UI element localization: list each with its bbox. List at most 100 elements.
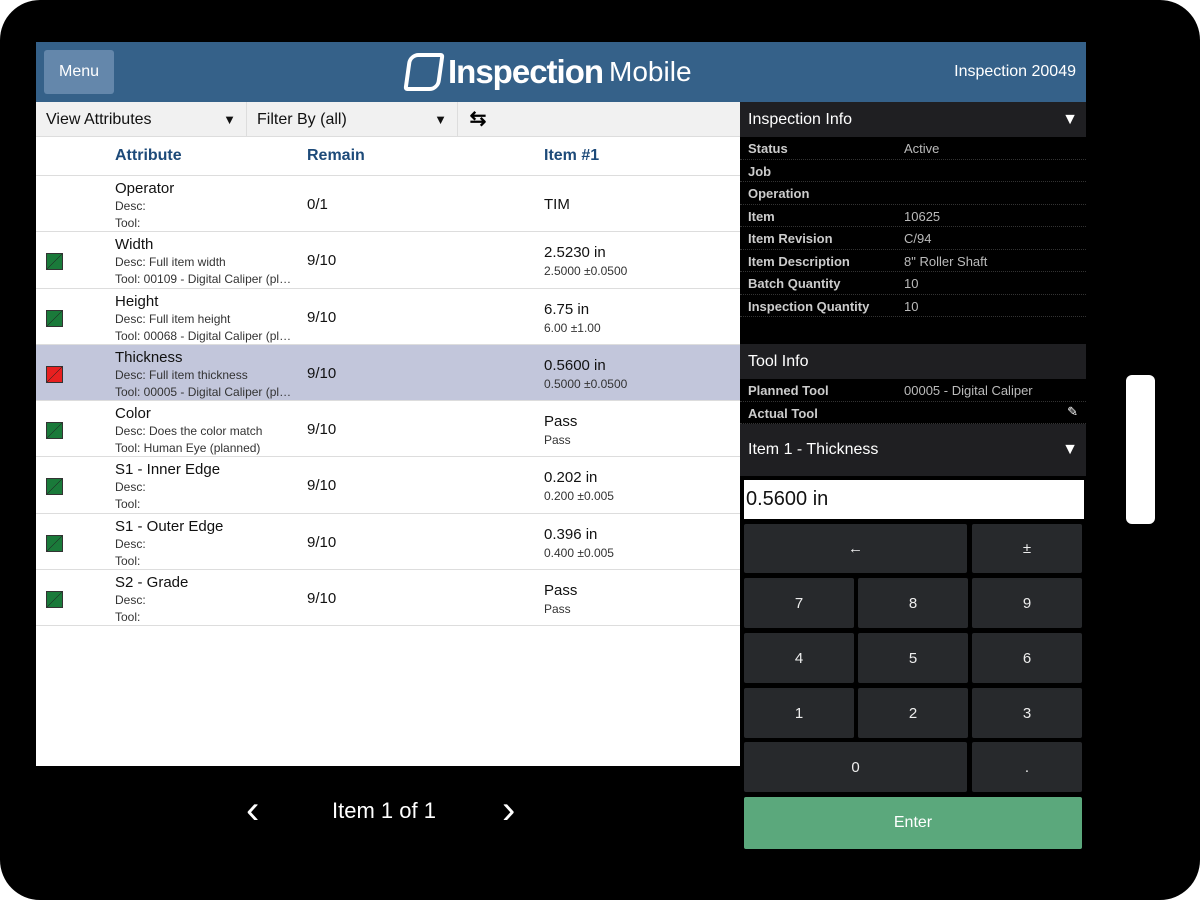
attribute-name: Width [115,236,154,254]
prev-chevron-icon[interactable]: ‹ [246,788,260,832]
key-backspace[interactable]: ← [744,524,967,573]
key-3[interactable]: 3 [972,688,1082,738]
attribute-tool: Tool: [115,610,141,625]
key-decimal[interactable]: . [972,742,1082,792]
key-4[interactable]: 4 [744,633,854,683]
attribute-desc: Desc: [115,536,146,551]
enter-button[interactable]: Enter [744,797,1082,849]
attribute-tool: Tool: [115,216,141,230]
attribute-tool: Tool: [115,553,141,568]
status-swatch-icon [46,309,63,327]
info-value: 10 [904,276,919,291]
key-9[interactable]: 9 [972,578,1082,628]
home-button[interactable] [1126,375,1155,524]
table-row[interactable]: S1 - Inner Edge Desc: Tool: 9/10 0.202 i… [36,457,740,514]
entry-title: Item 1 - Thickness [748,441,879,458]
next-chevron-icon[interactable]: › [502,788,516,832]
table-header: Attribute Remain Item #1 [36,137,740,176]
swap-icon[interactable]: ⇆ [469,108,487,130]
tolerance: Pass [544,433,571,448]
collapse-arrow-icon: ▼ [1062,110,1078,128]
key-1[interactable]: 1 [744,688,854,738]
status-swatch-icon [46,591,63,609]
info-value: 8" Roller Shaft [904,253,988,269]
info-label: Inspection Quantity [748,298,870,314]
status-swatch-icon [46,253,63,271]
attribute-tool: Tool: 00109 - Digital Caliper (planned) [115,272,295,287]
table-row[interactable]: Thickness Desc: Full item thickness Tool… [36,344,740,402]
value-input[interactable] [744,480,1084,519]
item-value: 6.75 in [544,300,590,318]
tolerance: 2.5000 ±0.0500 [544,264,628,279]
col-item1: Item #1 [544,147,600,164]
table-row[interactable]: Operator Desc: Tool: 0/1 TIM [36,176,740,233]
info-panel: Inspection Info ▼ Status Active Job Operatio… [740,102,1086,850]
info-label: Status [748,141,788,156]
item-value: 0.396 in [544,525,598,543]
remain-count: 9/10 [307,590,337,608]
attribute-name: Thickness [115,348,183,366]
table-row[interactable]: Width Desc: Full item width Tool: 00109 … [36,232,740,289]
remain-count: 9/10 [307,477,337,495]
key-7[interactable]: 7 [744,578,854,628]
info-value: C/94 [904,231,932,246]
table-row[interactable]: Color Desc: Does the color match Tool: H… [36,401,740,458]
inspection-info-header[interactable]: Inspection Info ▼ [740,102,1086,137]
key-0[interactable]: 0 [744,742,967,792]
inspection-info-title: Inspection Info [748,110,853,128]
info-label: Item Revision [748,231,833,246]
info-row: Job [740,160,1086,182]
attributes-panel: View Attributes ▼ Filter By (all) ▼ ⇆ Attr… [36,102,740,766]
attribute-desc: Desc: Full item height [115,311,231,326]
attribute-tool: Tool: 00068 - Digital Caliper (planned) [115,328,295,343]
tolerance: 0.400 ±0.005 [544,545,614,560]
tolerance: 0.200 ±0.005 [544,489,614,504]
tolerance: Pass [544,602,571,617]
col-attribute: Attribute [115,147,182,164]
entry-header[interactable]: Item 1 - Thickness ▼ [740,424,1086,476]
info-label: Item [748,208,775,224]
collapse-arrow-icon: ▼ [1062,441,1078,458]
menu-button[interactable]: Menu [44,50,114,94]
info-label: Batch Quantity [748,276,841,291]
attribute-desc: Desc: [115,480,146,495]
item-value: TIM [544,196,570,213]
view-dropdown-label: View Attributes [46,110,152,128]
table-row[interactable]: S2 - Grade Desc: Tool: 9/10 Pass Pass [36,570,740,627]
filter-dropdown[interactable]: Filter By (all) ▼ [247,102,458,137]
pencil-icon[interactable]: ✎ [1067,403,1078,419]
actual-tool-label: Actual Tool [748,405,818,421]
attribute-tool: Tool: Human Eye (planned) [115,441,261,456]
tolerance: 0.5000 ±0.0500 [544,376,628,391]
info-value: 10 [904,298,919,314]
key-2[interactable]: 2 [858,688,968,738]
item-value: 0.5600 in [544,356,606,374]
attribute-name: Operator [115,180,175,197]
attribute-desc: Desc: Full item width [115,255,226,270]
logo-text: Inspection [448,53,604,90]
info-label: Item Description [748,253,850,269]
info-value: Active [904,141,940,156]
status-swatch-icon [46,422,63,440]
attribute-desc: Desc: Does the color match [115,424,263,439]
dropdown-arrow-icon: ▼ [434,112,447,127]
attribute-name: S1 - Outer Edge [115,517,224,535]
key-6[interactable]: 6 [972,633,1082,683]
key-8[interactable]: 8 [858,578,968,628]
view-attributes-dropdown[interactable]: View Attributes ▼ [36,102,247,137]
actual-tool-row: Actual Tool ✎ [740,402,1086,424]
info-row: Inspection Quantity 10 [740,295,1086,317]
info-row: Item Description 8" Roller Shaft [740,250,1086,272]
tool-info-title: Tool Info [748,352,809,370]
key-5[interactable]: 5 [858,633,968,683]
attribute-tool: Tool: 00005 - Digital Caliper (planned) [115,384,295,399]
tool-info-header: Tool Info [740,344,1086,379]
key-plus-minus[interactable]: ± [972,524,1082,573]
attribute-desc: Desc: [115,199,146,213]
table-row[interactable]: S1 - Outer Edge Desc: Tool: 9/10 0.396 i… [36,514,740,571]
info-row: Operation [740,182,1086,205]
item-value: 0.202 in [544,469,598,487]
status-swatch-icon [46,365,63,383]
table-row[interactable]: Height Desc: Full item height Tool: 0006… [36,289,740,345]
tolerance: 6.00 ±1.00 [544,320,601,335]
